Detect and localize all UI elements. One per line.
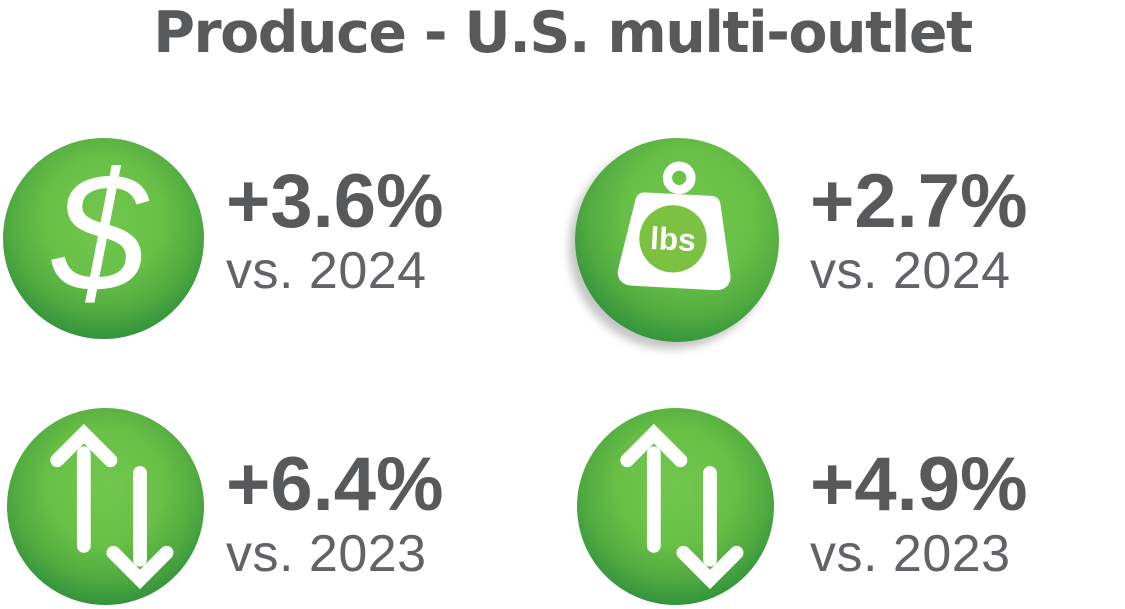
stat-value: +2.7% xyxy=(810,159,1028,244)
stat-value: +6.4% xyxy=(226,442,444,527)
stat-comparison: vs. 2023 xyxy=(810,525,1011,583)
stat-comparison: vs. 2024 xyxy=(810,242,1011,300)
dollar-sign-glyph: $ xyxy=(52,137,147,328)
stat-comparison: vs. 2023 xyxy=(226,525,427,583)
up-down-arrows-circle-icon xyxy=(577,408,774,605)
volume-lbs-stat: +2.7% vs. 2024 xyxy=(810,159,1028,300)
volume-vs-2023-stat: +4.9% vs. 2023 xyxy=(810,442,1028,583)
dollar-circle-icon: $ xyxy=(3,138,204,339)
page-title: Produce - U.S. multi-outlet xyxy=(153,0,973,66)
stat-value: +4.9% xyxy=(810,442,1028,527)
lbs-badge-label: lbs xyxy=(649,220,696,258)
weight-lbs-circle-icon: lbs xyxy=(575,138,779,342)
dollar-vs-2023-stat: +6.4% vs. 2023 xyxy=(226,442,444,583)
up-down-arrows-circle-icon xyxy=(7,408,204,605)
stat-comparison: vs. 2024 xyxy=(226,242,427,300)
dollar-sales-stat: +3.6% vs. 2024 xyxy=(226,159,444,300)
up-down-arrows-icon xyxy=(620,423,744,590)
up-down-arrows-icon xyxy=(50,423,174,590)
weight-lbs-icon: lbs xyxy=(617,161,731,291)
stat-value: +3.6% xyxy=(226,159,444,244)
